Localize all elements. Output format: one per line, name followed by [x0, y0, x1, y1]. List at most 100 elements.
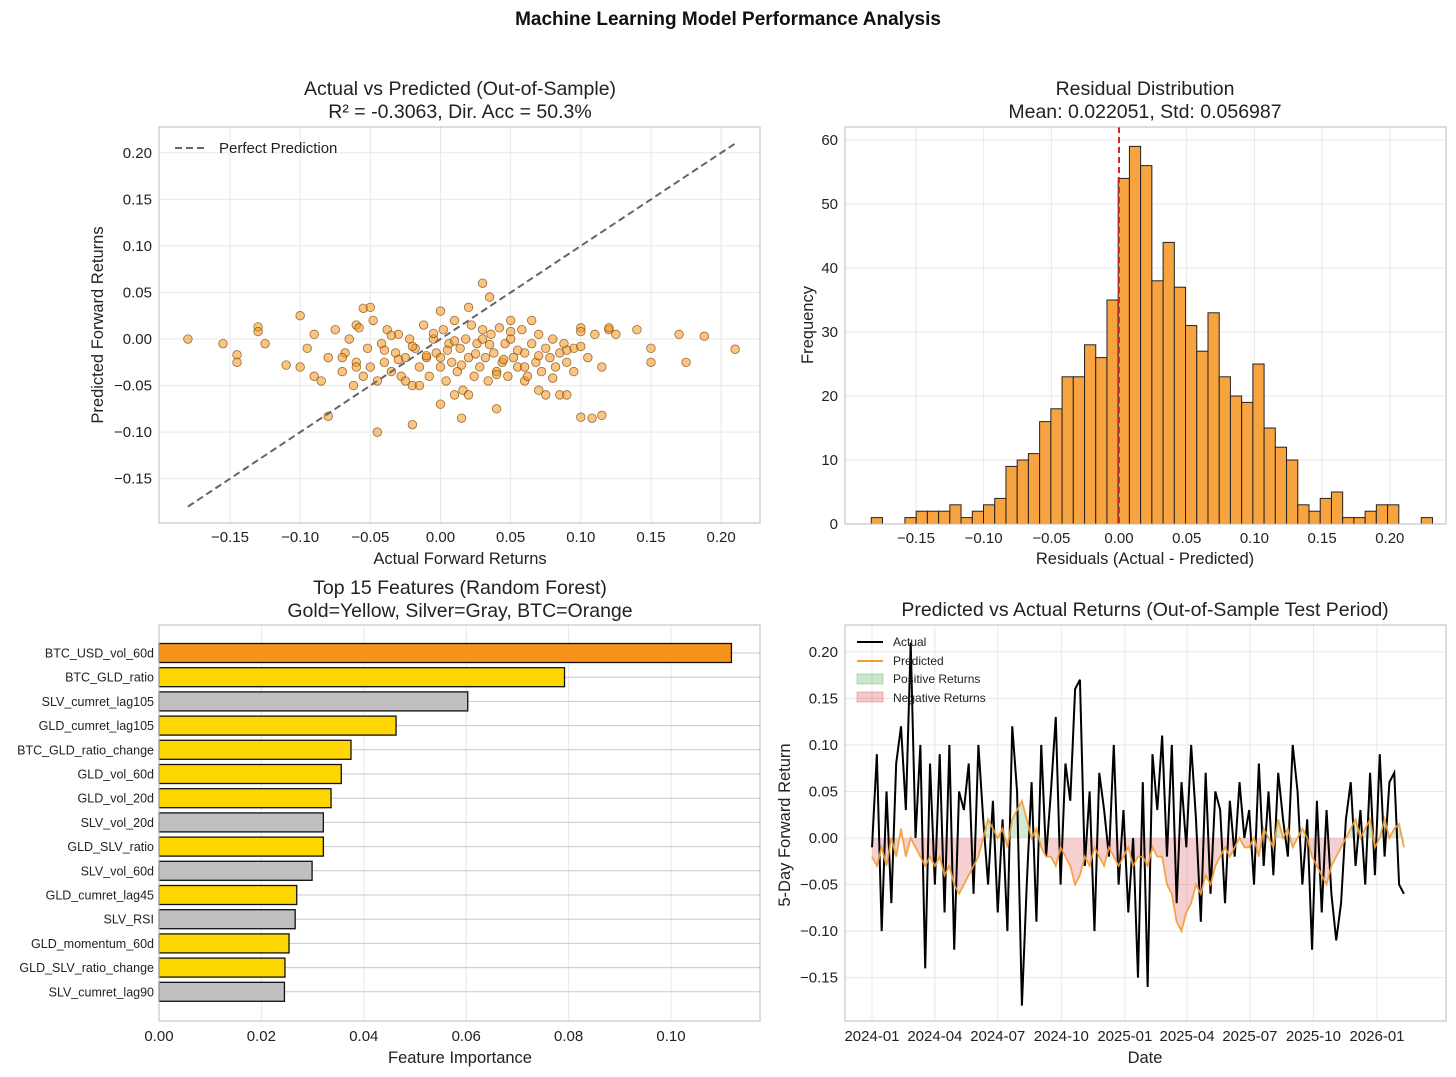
scatter-point: [562, 345, 572, 355]
histogram-bar: [1151, 280, 1164, 525]
histogram-bar: [1342, 517, 1355, 525]
scatter-point: [449, 315, 460, 326]
histogram-bar: [1241, 401, 1254, 525]
scatter-point: [421, 351, 432, 361]
scatter-point: [253, 326, 263, 337]
scatter-point: [449, 336, 460, 346]
feature-bar: [158, 884, 298, 906]
scatter-point: [424, 371, 434, 381]
feature-bar: [158, 763, 342, 785]
scatter-point: [407, 341, 418, 352]
y-tick-label: 0.20: [123, 145, 152, 162]
feature-bar: [158, 933, 290, 954]
histogram-bar: [1330, 491, 1344, 525]
legend-swatch-positive: [856, 673, 884, 685]
scatter-point: [407, 419, 418, 430]
x-tick-label: 0.08: [554, 1028, 583, 1045]
chart-subtitle: R² = -0.3063, Dir. Acc = 50.3%: [328, 101, 591, 123]
axes-frame: [158, 624, 761, 1022]
legend-label: Actual: [893, 635, 926, 649]
scatter-point: [354, 323, 364, 333]
scatter-point: [428, 328, 439, 339]
x-tick-label: 0.05: [1172, 530, 1201, 547]
histogram-bar: [1050, 408, 1063, 525]
negative-return-fill: [1152, 837, 1158, 857]
scatter-point: [323, 352, 333, 363]
negative-return-fill: [915, 837, 921, 857]
x-axis-label: Residuals (Actual - Predicted): [1036, 550, 1254, 568]
x-axis-label: Date: [1128, 1049, 1163, 1067]
scatter-point: [358, 371, 369, 381]
feature-label: SLV_RSI: [104, 913, 155, 927]
scatter-point: [386, 330, 397, 340]
scatter-point: [480, 352, 491, 363]
scatter-point: [469, 371, 479, 381]
x-tick-label: 0.00: [1104, 530, 1133, 547]
scatter-point: [466, 320, 477, 330]
scatter-point: [674, 329, 684, 340]
x-tick-label: 0.10: [656, 1028, 685, 1045]
histogram-bar: [994, 497, 1007, 525]
histogram-bar: [1252, 363, 1265, 525]
histogram-bar: [870, 517, 883, 525]
axes-frame: [844, 126, 1447, 525]
x-tick-label: 0.04: [349, 1028, 378, 1045]
positive-return-fill: [1007, 819, 1013, 848]
scatter-point: [548, 334, 558, 344]
histogram-bar: [1095, 357, 1108, 525]
scatter-point: [456, 360, 467, 370]
scatter-point: [372, 427, 383, 437]
y-axis-label: Frequency: [799, 285, 817, 364]
y-tick-label: 0.05: [809, 783, 838, 800]
histogram-bar: [1274, 446, 1288, 525]
scatter-point: [503, 371, 513, 381]
legend-label: Negative Returns: [893, 691, 986, 705]
scatter-point: [344, 334, 354, 344]
negative-return-fill: [1157, 837, 1163, 857]
negative-return-fill: [1186, 837, 1192, 913]
scatter-point: [491, 404, 502, 414]
scatter-point: [365, 302, 376, 313]
chart-title: Actual vs Predicted (Out-of-Sample): [304, 78, 616, 100]
scatter-point: [699, 331, 709, 341]
histogram-bar: [1286, 459, 1299, 525]
histogram-bar: [1140, 165, 1153, 525]
histogram-bar: [1308, 510, 1321, 525]
positive-return-fill: [1021, 800, 1027, 838]
histogram-bar: [938, 510, 951, 525]
scatter-point: [562, 357, 572, 367]
scatter-point: [576, 412, 586, 422]
x-tick-label: −0.05: [1032, 530, 1070, 547]
negative-return-fill: [959, 837, 964, 894]
scatter-point: [548, 373, 558, 383]
legend-label-perfect-prediction: Perfect Prediction: [219, 140, 337, 157]
histogram-bar: [1039, 421, 1052, 525]
histogram-bar: [1375, 504, 1389, 525]
scatter-point: [461, 334, 471, 344]
scatter-point: [587, 413, 597, 423]
x-tick-label: 0.15: [636, 529, 665, 546]
scatter-point: [477, 325, 488, 335]
scatter-point: [438, 325, 448, 335]
x-tick-label: 2025-07: [1222, 1028, 1277, 1045]
scatter-point: [517, 325, 527, 335]
negative-return-fill: [1075, 837, 1080, 885]
residual-histogram: −0.15 −0.10 −0.05 0.00 0.05 0.10 0.15 0.20 0 10 20…: [799, 78, 1447, 568]
histogram-bar: [1016, 459, 1029, 525]
scatter-point: [494, 323, 505, 333]
feature-label: GLD_momentum_60d: [31, 937, 154, 951]
scatter-point: [562, 390, 572, 400]
chart-subtitle: Gold=Yellow, Silver=Gray, BTC=Orange: [287, 600, 632, 622]
suptitle: Machine Learning Model Performance Analy…: [515, 9, 941, 30]
y-tick-label: 0.00: [123, 331, 152, 348]
scatter-point: [393, 354, 404, 365]
x-tick-label: −0.15: [211, 529, 249, 546]
y-tick-label: 0.15: [809, 690, 838, 707]
series-line-predicted: [871, 798, 1405, 934]
histogram-bar: [926, 510, 940, 525]
feature-label: GLD_cumret_lag45: [46, 889, 154, 903]
scatter-point: [512, 345, 523, 355]
scatter-point: [569, 366, 579, 377]
histogram-bar: [1072, 376, 1086, 525]
y-tick-label: 0: [830, 516, 838, 533]
